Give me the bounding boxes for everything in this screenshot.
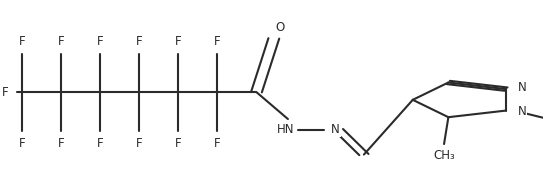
Text: CH₃: CH₃ — [433, 149, 455, 162]
Text: F: F — [97, 137, 104, 150]
Text: N: N — [331, 123, 340, 136]
Text: F: F — [58, 137, 65, 150]
Text: F: F — [2, 86, 9, 99]
Text: F: F — [175, 137, 181, 150]
Text: F: F — [136, 137, 143, 150]
Text: F: F — [18, 35, 26, 48]
Text: F: F — [175, 35, 181, 48]
Text: F: F — [136, 35, 143, 48]
Text: F: F — [97, 35, 104, 48]
Text: F: F — [214, 137, 220, 150]
Text: F: F — [214, 35, 220, 48]
Text: O: O — [276, 21, 285, 34]
Text: N: N — [518, 105, 527, 118]
Text: F: F — [18, 137, 26, 150]
Text: F: F — [58, 35, 65, 48]
Text: HN: HN — [276, 123, 294, 136]
Text: N: N — [518, 81, 527, 94]
